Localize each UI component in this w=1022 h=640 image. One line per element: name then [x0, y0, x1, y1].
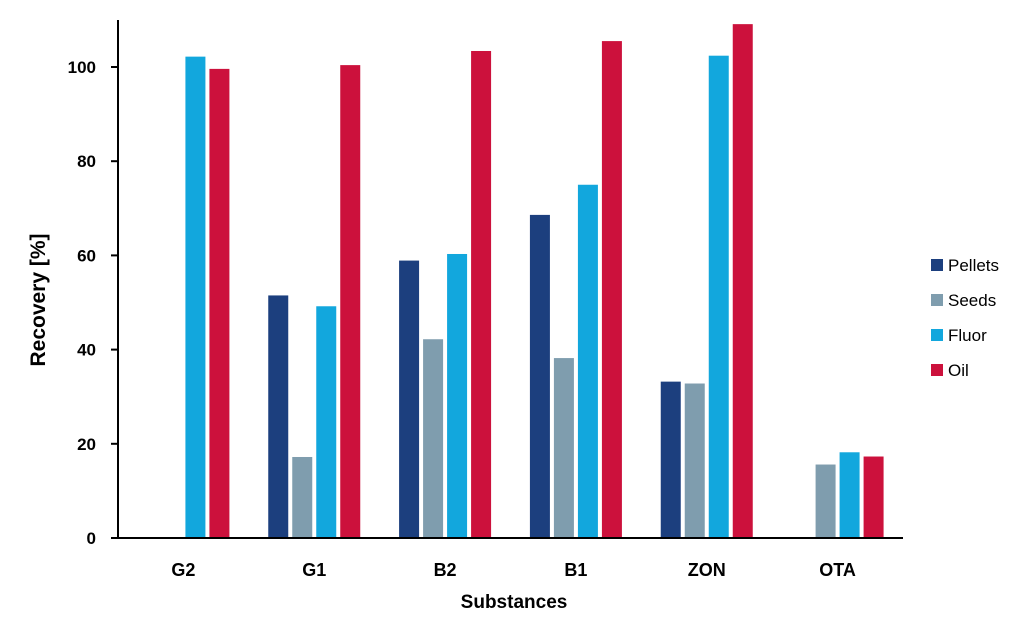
bar-oil-ota: [863, 456, 884, 538]
x-tick-label: OTA: [819, 560, 856, 580]
legend-label-seeds: Seeds: [948, 291, 996, 310]
y-ticks: 0 20 40 60 80 100: [68, 58, 118, 548]
bar-seeds-b2: [423, 339, 444, 538]
y-tick-label: 60: [77, 246, 96, 265]
bar-fluor-g2: [185, 56, 206, 538]
y-tick-label: 0: [87, 529, 96, 548]
bar-seeds-g1: [292, 456, 313, 538]
legend-swatch-fluor: [931, 329, 943, 341]
bar-fluor-g1: [316, 306, 337, 538]
x-tick-label: B1: [564, 560, 587, 580]
bar-seeds-b1: [553, 358, 574, 538]
bar-fluor-zon: [708, 55, 729, 539]
legend-label-pellets: Pellets: [948, 256, 999, 275]
bar-oil-g2: [209, 68, 230, 538]
bar-pellets-zon: [660, 381, 681, 538]
bar-oil-g1: [340, 65, 361, 538]
bar-oil-b2: [471, 50, 492, 539]
bar-seeds-ota: [815, 464, 836, 538]
y-tick-label: 100: [68, 58, 96, 77]
y-tick-label: 40: [77, 341, 96, 360]
x-tick-label: G1: [302, 560, 326, 580]
bar-seeds-zon: [684, 383, 705, 538]
x-tick-label: B2: [434, 560, 457, 580]
bar-fluor-b2: [447, 253, 468, 538]
x-ticks: G2 G1 B2 B1 ZON OTA: [171, 560, 856, 580]
bar-oil-b1: [601, 41, 622, 538]
bar-pellets-b2: [399, 260, 420, 538]
bar-oil-zon: [732, 24, 753, 539]
x-axis-label: Substances: [461, 592, 568, 613]
legend-label-oil: Oil: [948, 361, 969, 380]
y-axis-label: Recovery [%]: [27, 233, 50, 366]
legend-swatch-pellets: [931, 259, 943, 271]
bar-pellets-b1: [529, 214, 550, 539]
bar-pellets-g1: [268, 295, 289, 538]
legend-swatch-oil: [931, 364, 943, 376]
legend-swatch-seeds: [931, 294, 943, 306]
bar-fluor-b1: [577, 184, 598, 538]
bar-fluor-ota: [839, 452, 860, 538]
y-tick-label: 80: [77, 152, 96, 171]
legend: Pellets Seeds Fluor Oil: [931, 256, 999, 380]
bars-layer: [185, 24, 884, 539]
x-tick-label: G2: [171, 560, 195, 580]
legend-label-fluor: Fluor: [948, 326, 987, 345]
y-tick-label: 20: [77, 435, 96, 454]
x-tick-label: ZON: [688, 560, 726, 580]
